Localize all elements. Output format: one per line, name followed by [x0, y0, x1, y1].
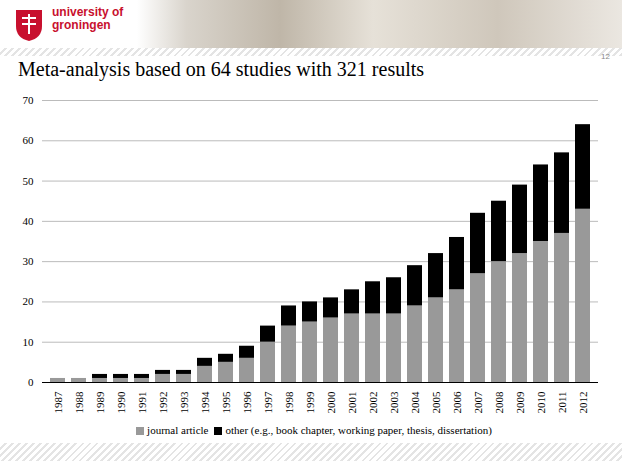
- svg-text:10: 10: [23, 336, 35, 348]
- svg-text:2002: 2002: [367, 392, 379, 414]
- svg-text:1992: 1992: [157, 392, 169, 414]
- svg-text:2005: 2005: [430, 391, 442, 414]
- svg-text:1997: 1997: [262, 391, 274, 414]
- svg-text:60: 60: [23, 134, 35, 146]
- svg-text:1987: 1987: [52, 391, 64, 414]
- svg-text:2000: 2000: [325, 391, 337, 414]
- svg-text:30: 30: [23, 255, 35, 267]
- html-text:university of groningen: university of groningen: [52, 5, 124, 32]
- svg-text:1999: 1999: [304, 391, 316, 414]
- svg-text:40: 40: [23, 215, 35, 227]
- svg-text:50: 50: [23, 175, 35, 187]
- svg-text:2007: 2007: [472, 391, 484, 414]
- svg-text:1990: 1990: [115, 391, 127, 414]
- html-text:journal article: journal article: [147, 424, 209, 436]
- svg-text:1994: 1994: [199, 391, 211, 414]
- svg-text:2009: 2009: [514, 391, 526, 414]
- svg-text:2004: 2004: [409, 391, 421, 414]
- svg-text:2003: 2003: [388, 391, 400, 414]
- html-text:Meta-analysis based on 64 stud: Meta-analysis based on 64 studies with 3…: [18, 58, 425, 80]
- svg-text:70: 70: [23, 94, 35, 106]
- svg-text:2008: 2008: [493, 391, 505, 414]
- svg-text:1989: 1989: [94, 391, 106, 414]
- svg-text:2006: 2006: [451, 391, 463, 414]
- svg-text:0: 0: [28, 376, 34, 388]
- svg-text:2012: 2012: [577, 392, 589, 414]
- svg-text:20: 20: [23, 295, 35, 307]
- svg-text:1991: 1991: [136, 392, 148, 414]
- svg-text:1998: 1998: [283, 391, 295, 414]
- svg-text:2011: 2011: [556, 392, 568, 414]
- html-text:12: 12: [601, 52, 610, 61]
- svg-text:1988: 1988: [73, 391, 85, 414]
- svg-text:2010: 2010: [535, 391, 547, 414]
- svg-text:1995: 1995: [220, 391, 232, 414]
- svg-text:2001: 2001: [346, 392, 358, 414]
- svg-text:1996: 1996: [241, 391, 253, 414]
- svg-text:1993: 1993: [178, 391, 190, 414]
- html-text:other (e.g., book chapter, wor: other (e.g., book chapter, working paper…: [225, 424, 492, 436]
